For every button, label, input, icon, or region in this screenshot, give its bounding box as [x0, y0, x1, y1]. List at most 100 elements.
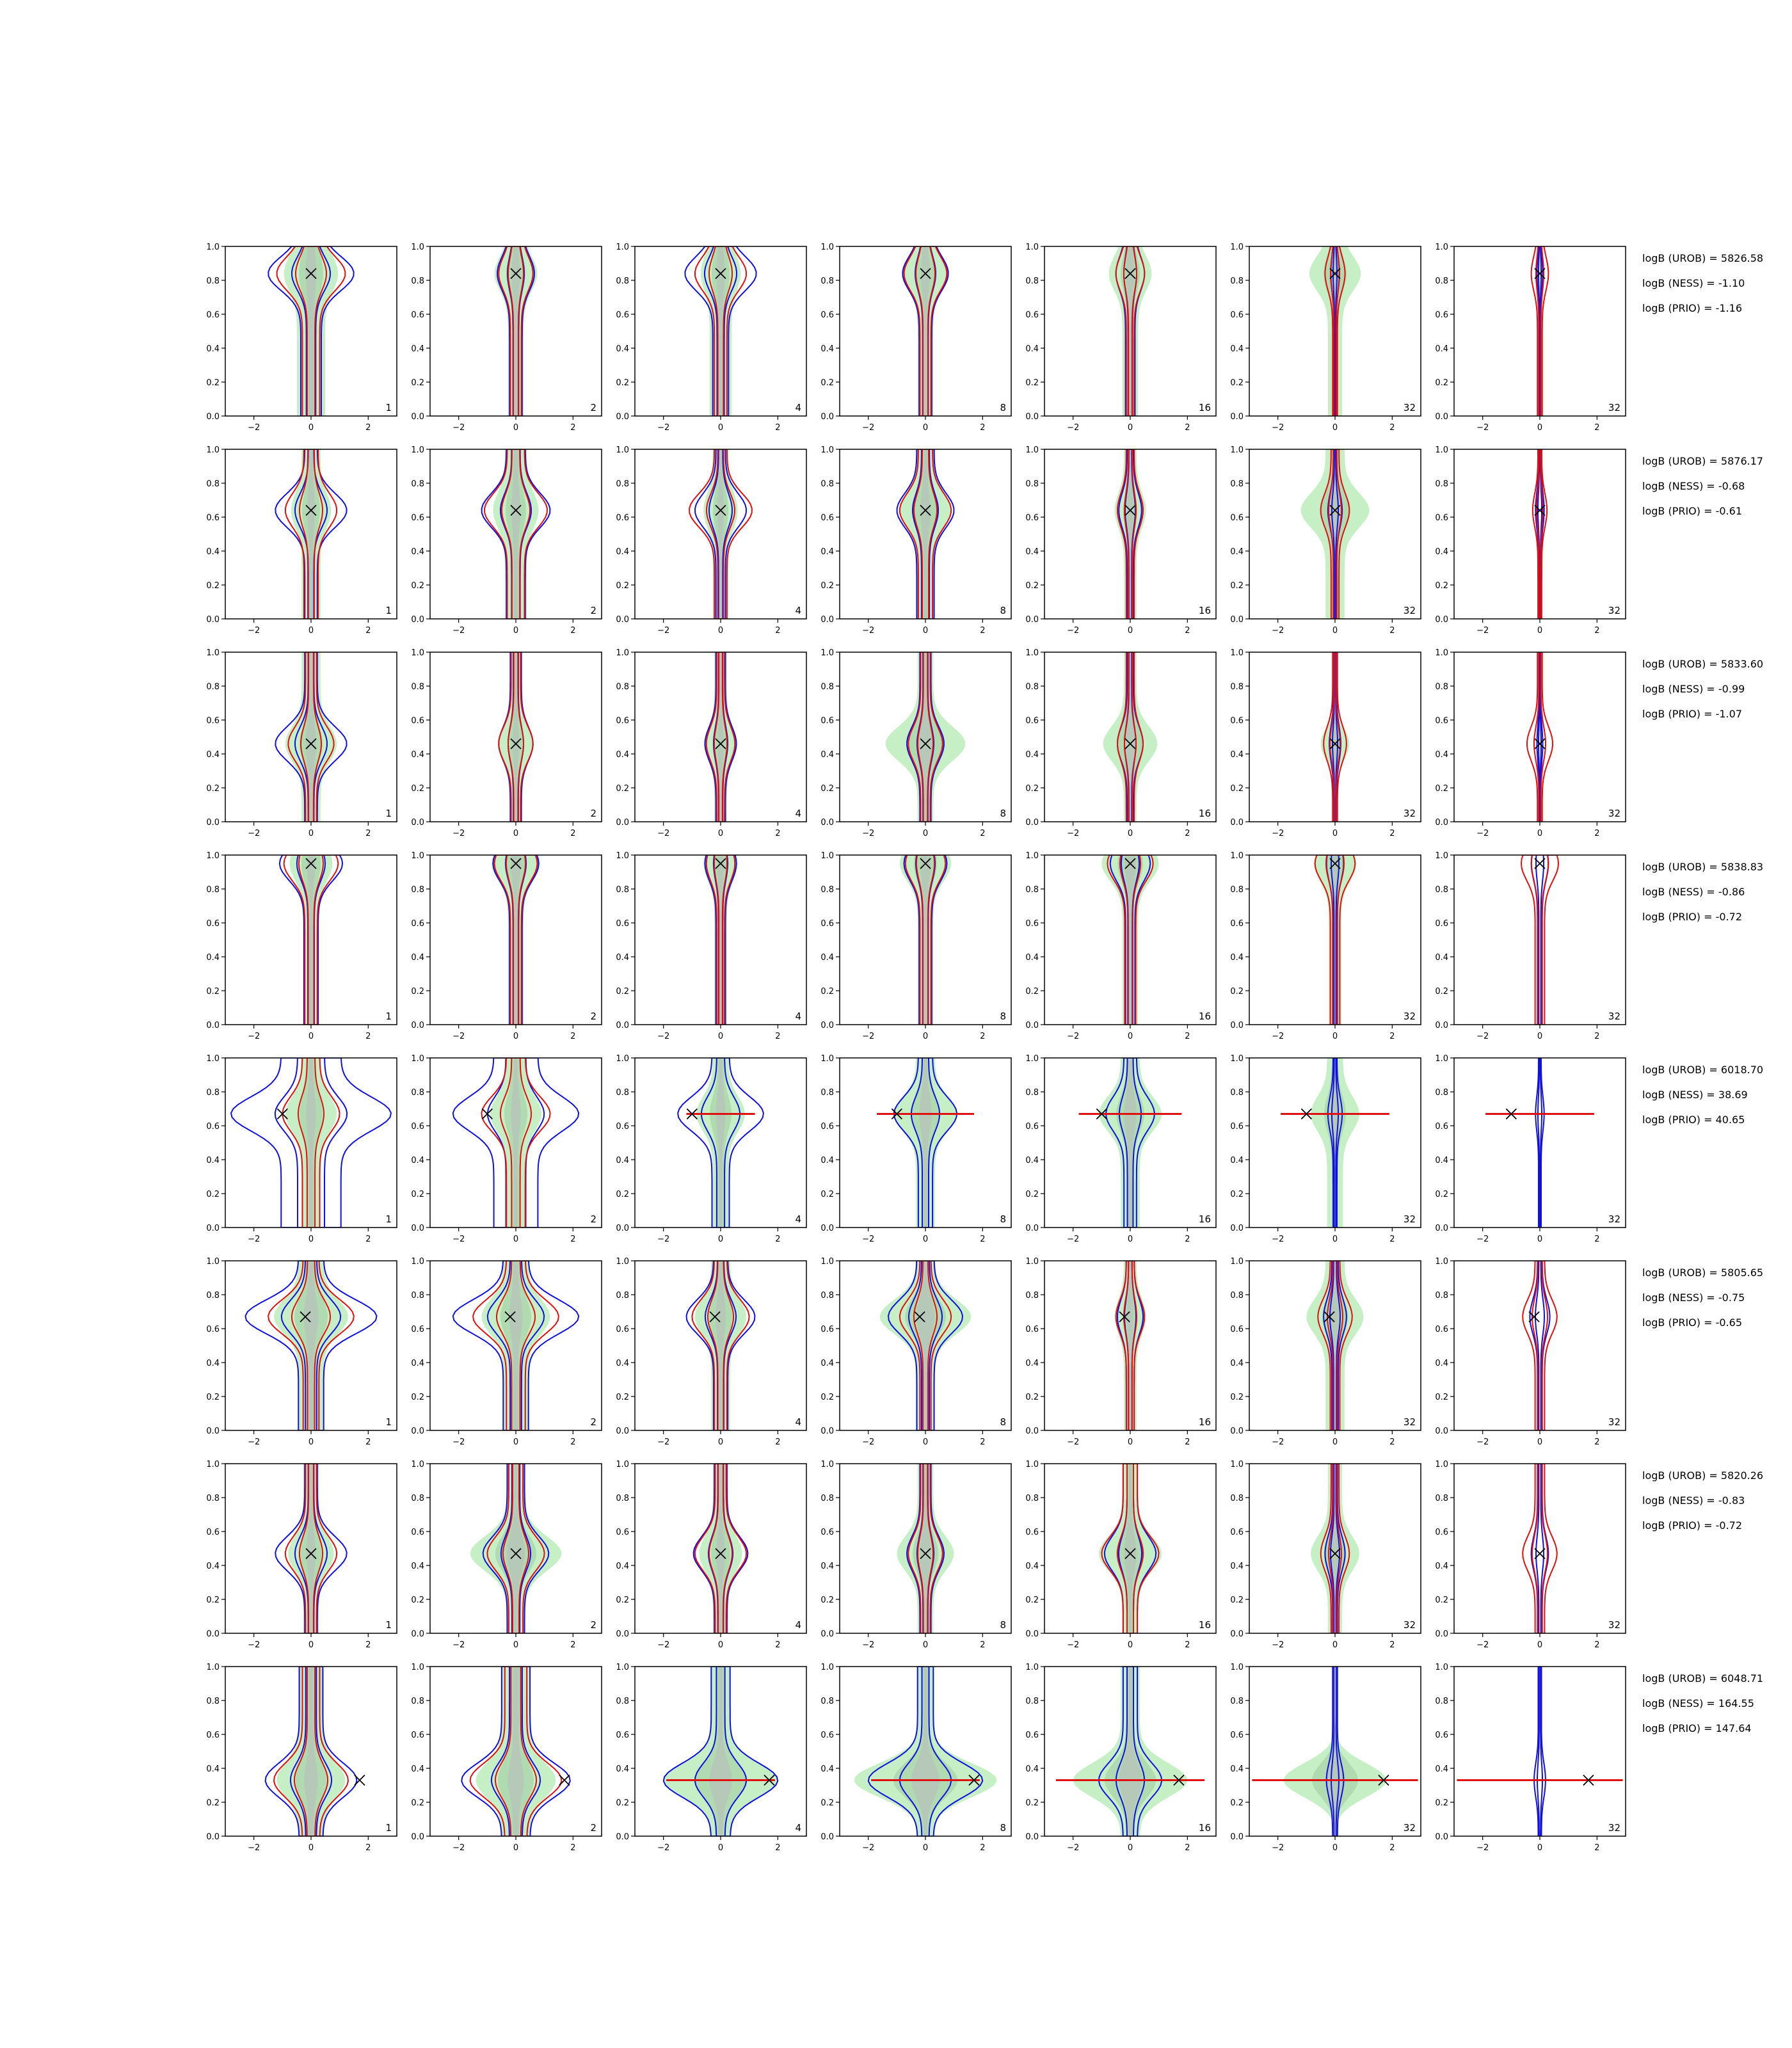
y-tick-label: 0.4 — [411, 953, 424, 963]
red-contour-inner — [714, 652, 728, 822]
y-tick-label: 1.0 — [1025, 648, 1039, 658]
panel-corner-label: 32 — [1608, 1619, 1620, 1631]
panel-r7-c1: −2 0 2 0.0 0.2 0.4 0.6 0.8 1.0 1 — [206, 1460, 397, 1650]
y-tick-label: 0.6 — [1230, 310, 1244, 320]
y-tick-label: 0.4 — [1025, 750, 1039, 760]
truth-marker-stroke-b — [1534, 268, 1546, 280]
x-tick-label: 0 — [513, 626, 518, 636]
x-tick-label: 2 — [775, 626, 780, 636]
truth-marker-stroke-b — [920, 1548, 931, 1560]
x-tick-label: 0 — [718, 1640, 723, 1650]
x-tick-label: −2 — [657, 1437, 669, 1447]
panel-r3-c1: −2 0 2 0.0 0.2 0.4 0.6 0.8 1.0 1 — [206, 648, 397, 838]
y-tick-label: 0.2 — [1435, 581, 1448, 591]
red-contour-inner — [1123, 246, 1137, 416]
x-tick-label: 2 — [1389, 1032, 1395, 1041]
blue-contour-inner — [1330, 855, 1340, 1025]
x-tick-label: 0 — [1537, 1235, 1542, 1244]
y-tick-label: 0.8 — [411, 1088, 424, 1098]
row-5-annotation-1: logB (UROB) = 6018.70 — [1642, 1064, 1763, 1076]
panel-corner-label: 4 — [795, 1011, 801, 1022]
x-tick-label: −2 — [1067, 1437, 1079, 1447]
y-tick-label: 0.6 — [1435, 1325, 1448, 1334]
y-tick-label: 0.0 — [616, 1021, 629, 1030]
y-tick-label: 0.6 — [616, 1122, 629, 1132]
x-tick-label: −2 — [1476, 1640, 1489, 1650]
y-tick-label: 0.4 — [820, 344, 834, 354]
truth-marker-stroke-b — [1173, 1774, 1185, 1786]
red-contour-outer — [287, 652, 335, 822]
y-tick-label: 0.0 — [411, 1021, 424, 1030]
panel-corner-label: 4 — [795, 808, 801, 819]
panel-r2-c4: −2 0 2 0.0 0.2 0.4 0.6 0.8 1.0 8 — [820, 445, 1012, 636]
density-fill-core — [1324, 1667, 1346, 1836]
y-tick-label: 1.0 — [1435, 1663, 1448, 1672]
red-contour-inner — [1533, 652, 1546, 822]
y-tick-label: 0.0 — [1230, 412, 1244, 422]
x-tick-label: −2 — [1272, 1235, 1284, 1244]
y-tick-label: 0.0 — [1435, 1832, 1448, 1842]
row-7-annotation-3: logB (PRIO) = -0.72 — [1642, 1519, 1742, 1532]
red-contour-outer — [1526, 652, 1554, 822]
blue-contour-inner — [490, 1667, 541, 1836]
density-fill-core — [509, 1261, 523, 1430]
blue-contour-outer — [244, 1261, 378, 1430]
red-contour-inner — [502, 1464, 530, 1633]
blue-contour-outer — [677, 1058, 764, 1228]
panel-corner-label: 16 — [1199, 402, 1211, 413]
x-tick-label: 0 — [1537, 1843, 1542, 1853]
y-tick-label: 1.0 — [206, 648, 220, 658]
y-tick-label: 0.4 — [820, 547, 834, 557]
truth-marker-stroke-b — [1329, 268, 1341, 280]
red-contour-inner — [495, 1261, 536, 1430]
density-fill-core — [511, 1058, 521, 1228]
x-tick-label: 2 — [1185, 829, 1190, 838]
y-tick-label: 1.0 — [1230, 851, 1244, 861]
red-contour-outer — [1320, 449, 1350, 619]
panel-contours — [492, 855, 540, 1025]
truth-marker-stroke-b — [510, 1548, 522, 1560]
y-tick-label: 0.8 — [1435, 885, 1448, 895]
y-tick-label: 1.0 — [1025, 1257, 1039, 1267]
y-tick-label: 0.4 — [411, 1562, 424, 1571]
panel-r7-c5: −2 0 2 0.0 0.2 0.4 0.6 0.8 1.0 16 — [1025, 1460, 1217, 1650]
panel-contours — [854, 1667, 997, 1836]
y-tick-label: 0.8 — [411, 682, 424, 692]
density-fill-core — [919, 1058, 932, 1228]
x-tick-label: −2 — [1272, 829, 1284, 838]
y-tick-label: 1.0 — [1230, 243, 1244, 252]
panel-corner-label: 32 — [1404, 402, 1416, 413]
density-fill-core — [511, 449, 521, 619]
red-contour-outer — [1317, 1261, 1353, 1430]
y-tick-label: 0.6 — [616, 513, 629, 523]
truth-marker-stroke-b — [1329, 738, 1341, 749]
x-tick-label: −2 — [248, 1032, 260, 1041]
blue-contour-outer — [1323, 1261, 1347, 1430]
x-tick-label: 2 — [365, 1437, 371, 1447]
truth-marker — [709, 1311, 721, 1323]
truth-marker — [920, 1548, 931, 1560]
blue-contour-outer — [1535, 1058, 1545, 1228]
panel-contours — [1520, 855, 1560, 1025]
x-tick-label: −2 — [657, 829, 669, 838]
panel-contours — [498, 652, 534, 822]
x-tick-label: 2 — [1185, 626, 1190, 636]
panel-r1-c3: −2 0 2 0.0 0.2 0.4 0.6 0.8 1.0 4 — [616, 243, 807, 433]
y-tick-label: 0.8 — [411, 1291, 424, 1300]
blue-contour-outer — [492, 855, 540, 1025]
y-tick-label: 1.0 — [616, 1663, 629, 1672]
y-tick-label: 1.0 — [1230, 648, 1244, 658]
y-tick-label: 0.6 — [820, 1528, 834, 1537]
blue-contour-outer — [461, 1667, 571, 1836]
y-tick-label: 0.6 — [616, 1528, 629, 1537]
row-3-annotation-2: logB (NESS) = -0.99 — [1642, 683, 1745, 695]
panel-corner-label: 8 — [1000, 1619, 1006, 1631]
blue-contour-outer — [684, 246, 757, 416]
panel-contours — [1055, 1667, 1205, 1836]
blue-contour-inner — [280, 1261, 342, 1430]
x-tick-label: −2 — [1272, 1437, 1284, 1447]
y-tick-label: 0.0 — [206, 1832, 220, 1842]
y-tick-label: 0.4 — [820, 750, 834, 760]
blue-contour-outer — [1536, 652, 1544, 822]
y-tick-label: 0.8 — [1435, 1291, 1448, 1300]
